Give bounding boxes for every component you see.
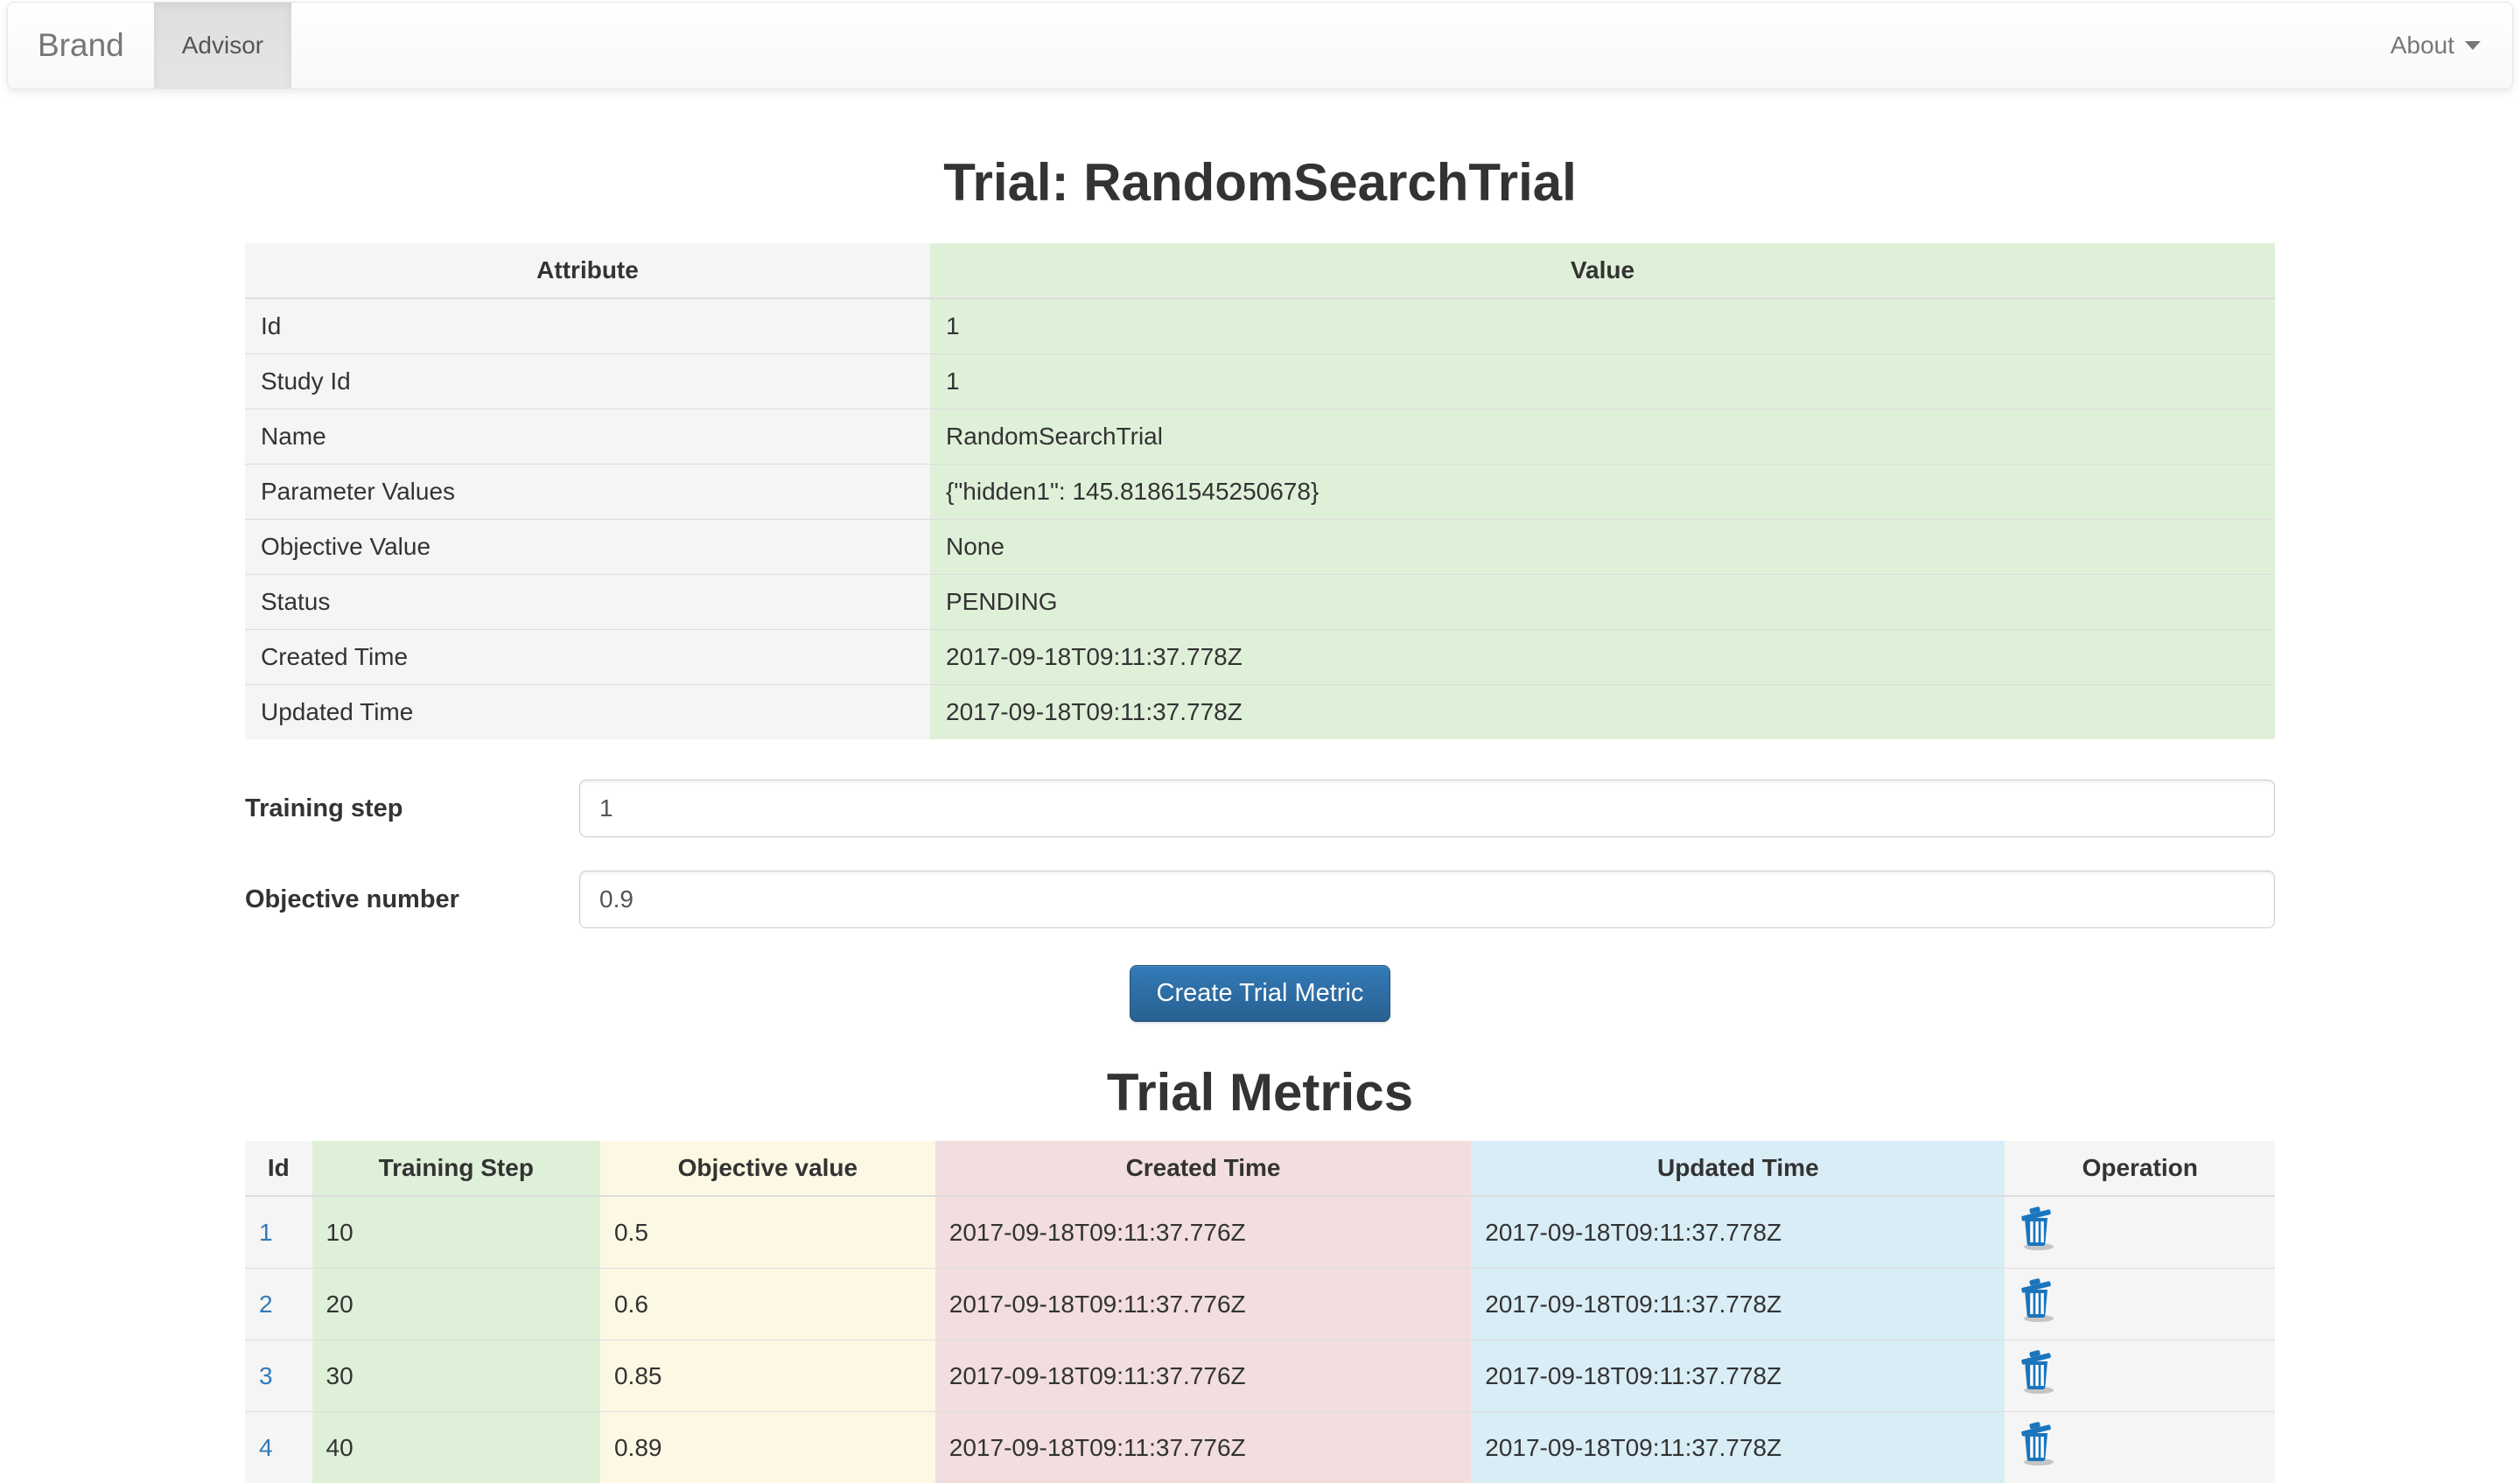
created-time-column-header: Created Time bbox=[935, 1141, 1471, 1196]
training-step-label: Training step bbox=[245, 780, 579, 823]
training-step-column-header: Training Step bbox=[312, 1141, 600, 1196]
objective-value-cell: 0.5 bbox=[600, 1196, 935, 1269]
objective-value-cell: 0.85 bbox=[600, 1340, 935, 1412]
delete-metric-button[interactable] bbox=[2015, 1347, 2059, 1395]
create-trial-metric-button[interactable]: Create Trial Metric bbox=[1130, 965, 1391, 1022]
brand-link[interactable]: Brand bbox=[8, 3, 154, 88]
form-actions: Create Trial Metric bbox=[245, 965, 2275, 1022]
about-dropdown-label: About bbox=[2390, 31, 2454, 59]
metric-id-link[interactable]: 4 bbox=[259, 1434, 273, 1461]
created-time-cell: 2017-09-18T09:11:37.776Z bbox=[935, 1340, 1471, 1412]
table-row: Status PENDING bbox=[245, 575, 2275, 630]
metric-id-link[interactable]: 1 bbox=[259, 1219, 273, 1246]
trash-icon bbox=[2015, 1276, 2059, 1323]
objective-value-column-header: Objective value bbox=[600, 1141, 935, 1196]
training-step-cell: 20 bbox=[312, 1269, 600, 1340]
value-column-header: Value bbox=[930, 243, 2275, 298]
metrics-header-row: Id Training Step Objective value Created… bbox=[245, 1141, 2275, 1196]
attribute-cell: Created Time bbox=[245, 630, 930, 685]
delete-metric-button[interactable] bbox=[2015, 1204, 2059, 1251]
updated-time-cell: 2017-09-18T09:11:37.778Z bbox=[1471, 1269, 2005, 1340]
metrics-section-title: Trial Metrics bbox=[245, 1064, 2275, 1122]
operation-column-header: Operation bbox=[2005, 1141, 2275, 1196]
trash-icon bbox=[2015, 1419, 2059, 1466]
metric-row: 1 10 0.5 2017-09-18T09:11:37.776Z 2017-0… bbox=[245, 1196, 2275, 1269]
attribute-cell: Status bbox=[245, 575, 930, 630]
value-cell: {"hidden1": 145.81861545250678} bbox=[930, 465, 2275, 520]
attribute-cell: Name bbox=[245, 409, 930, 465]
delete-metric-button[interactable] bbox=[2015, 1276, 2059, 1323]
attribute-cell: Study Id bbox=[245, 354, 930, 409]
metric-id-link[interactable]: 3 bbox=[259, 1362, 273, 1389]
updated-time-cell: 2017-09-18T09:11:37.778Z bbox=[1471, 1196, 2005, 1269]
navbar: Brand Advisor About bbox=[7, 2, 2513, 89]
training-step-cell: 30 bbox=[312, 1340, 600, 1412]
updated-time-cell: 2017-09-18T09:11:37.778Z bbox=[1471, 1340, 2005, 1412]
table-row: Id 1 bbox=[245, 298, 2275, 354]
metric-row: 4 40 0.89 2017-09-18T09:11:37.776Z 2017-… bbox=[245, 1412, 2275, 1483]
training-step-input[interactable] bbox=[579, 780, 2275, 837]
attribute-cell: Id bbox=[245, 298, 930, 354]
value-cell: None bbox=[930, 520, 2275, 575]
trial-attribute-table: Attribute Value Id 1 Study Id 1 Name Ran… bbox=[245, 243, 2275, 739]
objective-number-label: Objective number bbox=[245, 871, 579, 914]
created-time-cell: 2017-09-18T09:11:37.776Z bbox=[935, 1412, 1471, 1483]
objective-value-cell: 0.89 bbox=[600, 1412, 935, 1483]
created-time-cell: 2017-09-18T09:11:37.776Z bbox=[935, 1269, 1471, 1340]
value-cell: RandomSearchTrial bbox=[930, 409, 2275, 465]
created-time-cell: 2017-09-18T09:11:37.776Z bbox=[935, 1196, 1471, 1269]
metric-id-link[interactable]: 2 bbox=[259, 1291, 273, 1318]
table-row: Name RandomSearchTrial bbox=[245, 409, 2275, 465]
attribute-cell: Objective Value bbox=[245, 520, 930, 575]
trash-icon bbox=[2015, 1347, 2059, 1395]
training-step-cell: 40 bbox=[312, 1412, 600, 1483]
attribute-cell: Updated Time bbox=[245, 685, 930, 740]
main-content: Trial: RandomSearchTrial Attribute Value… bbox=[245, 154, 2275, 1483]
chevron-down-icon bbox=[2465, 41, 2481, 50]
table-row: Study Id 1 bbox=[245, 354, 2275, 409]
objective-value-cell: 0.6 bbox=[600, 1269, 935, 1340]
objective-number-form-group: Objective number bbox=[245, 871, 2275, 928]
id-column-header: Id bbox=[245, 1141, 312, 1196]
value-cell: 2017-09-18T09:11:37.778Z bbox=[930, 685, 2275, 740]
table-row: Parameter Values {"hidden1": 145.8186154… bbox=[245, 465, 2275, 520]
value-cell: 2017-09-18T09:11:37.778Z bbox=[930, 630, 2275, 685]
value-cell: PENDING bbox=[930, 575, 2275, 630]
trash-icon bbox=[2015, 1204, 2059, 1251]
value-cell: 1 bbox=[930, 354, 2275, 409]
table-row: Updated Time 2017-09-18T09:11:37.778Z bbox=[245, 685, 2275, 740]
delete-metric-button[interactable] bbox=[2015, 1419, 2059, 1466]
table-row: Created Time 2017-09-18T09:11:37.778Z bbox=[245, 630, 2275, 685]
metric-row: 2 20 0.6 2017-09-18T09:11:37.776Z 2017-0… bbox=[245, 1269, 2275, 1340]
attribute-column-header: Attribute bbox=[245, 243, 930, 298]
attribute-cell: Parameter Values bbox=[245, 465, 930, 520]
trial-metrics-table: Id Training Step Objective value Created… bbox=[245, 1141, 2275, 1483]
about-dropdown[interactable]: About bbox=[2359, 3, 2512, 88]
value-cell: 1 bbox=[930, 298, 2275, 354]
table-row: Objective Value None bbox=[245, 520, 2275, 575]
objective-number-input[interactable] bbox=[579, 871, 2275, 928]
updated-time-column-header: Updated Time bbox=[1471, 1141, 2005, 1196]
table-header-row: Attribute Value bbox=[245, 243, 2275, 298]
updated-time-cell: 2017-09-18T09:11:37.778Z bbox=[1471, 1412, 2005, 1483]
metric-row: 3 30 0.85 2017-09-18T09:11:37.776Z 2017-… bbox=[245, 1340, 2275, 1412]
training-step-cell: 10 bbox=[312, 1196, 600, 1269]
page-title: Trial: RandomSearchTrial bbox=[245, 154, 2275, 212]
tab-advisor[interactable]: Advisor bbox=[154, 3, 291, 88]
training-step-form-group: Training step bbox=[245, 780, 2275, 837]
